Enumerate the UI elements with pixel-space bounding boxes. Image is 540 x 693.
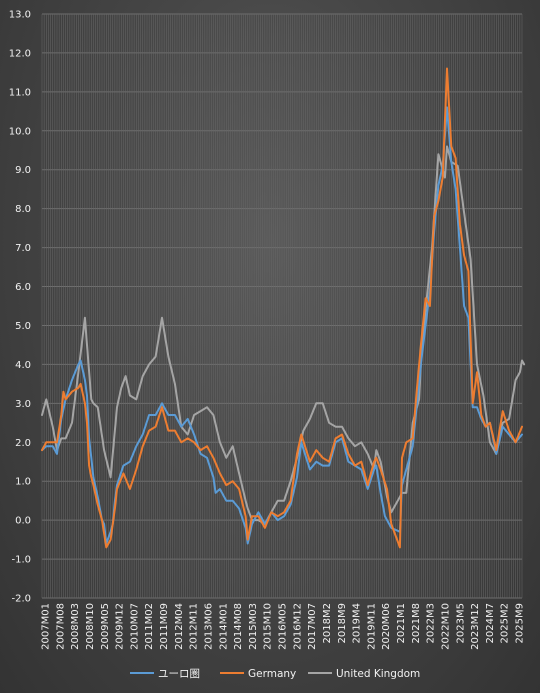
legend-label: Germany bbox=[248, 668, 296, 680]
x-tick-label: 2017M07 bbox=[307, 603, 318, 650]
legend-label: United Kingdom bbox=[336, 668, 420, 680]
y-tick-label: 3.0 bbox=[15, 399, 31, 410]
y-tick-label: 7.0 bbox=[15, 243, 31, 254]
y-tick-label: 12.0 bbox=[9, 48, 31, 59]
y-tick-label: 4.0 bbox=[15, 360, 31, 371]
series-lines bbox=[41, 67, 526, 549]
x-tick-label: 2018M9 bbox=[337, 603, 348, 643]
x-tick-label: 2025M2 bbox=[500, 603, 511, 643]
y-tick-label: 13.0 bbox=[9, 10, 31, 21]
x-tick-label: 2009M12 bbox=[115, 603, 126, 650]
x-tick-label: 2013M06 bbox=[203, 603, 214, 650]
series-line-2 bbox=[41, 145, 526, 525]
x-tick-label: 2012M11 bbox=[189, 603, 200, 650]
x-tick-label: 2021M8 bbox=[411, 603, 422, 643]
x-tick-label: 2024M7 bbox=[485, 603, 496, 643]
x-tick-label: 2022M10 bbox=[440, 603, 451, 650]
x-tick-label: 2009M05 bbox=[100, 603, 111, 650]
x-tick-label: 2008M10 bbox=[85, 603, 96, 650]
y-axis-tick-labels: -2.0 -1.0 0.0 1.0 2.0 3.0 4.0 5.0 6.0 7.0 8.0 9.0 10… bbox=[9, 10, 31, 605]
x-tick-label: 2018M2 bbox=[322, 603, 333, 643]
x-tick-label: 2015M10 bbox=[263, 603, 274, 650]
x-tick-label: 2011M09 bbox=[159, 603, 170, 650]
x-tick-label: 2023M5 bbox=[455, 603, 466, 643]
x-tick-label: 2011M02 bbox=[144, 603, 155, 650]
x-tick-label: 2021M1 bbox=[396, 603, 407, 643]
y-tick-label: 11.0 bbox=[9, 87, 31, 98]
legend: ユーロ圏 Germany United Kingdom bbox=[130, 668, 420, 680]
x-tick-label: 2008M03 bbox=[70, 603, 81, 650]
y-tick-label: 6.0 bbox=[15, 282, 31, 293]
x-tick-label: 2015M03 bbox=[248, 603, 259, 650]
y-tick-label: 10.0 bbox=[9, 126, 31, 137]
y-tick-label: -2.0 bbox=[11, 594, 31, 605]
y-tick-label: 1.0 bbox=[15, 477, 31, 488]
x-tick-label: 2023M12 bbox=[470, 603, 481, 650]
x-tick-label: 2016M05 bbox=[278, 603, 289, 650]
x-tick-label: 2019M11 bbox=[366, 603, 377, 650]
x-tick-label: 2019M4 bbox=[352, 603, 363, 643]
x-tick-label: 2022M3 bbox=[426, 603, 437, 643]
y-tick-label: 5.0 bbox=[15, 321, 31, 332]
x-tick-label: 2014M08 bbox=[233, 603, 244, 650]
y-tick-label: 8.0 bbox=[15, 204, 31, 215]
x-axis-tick-labels: 2007M01 2007M08 2008M03 2008M10 2009M05 2009M… bbox=[41, 603, 526, 650]
y-tick-label: 9.0 bbox=[15, 165, 31, 176]
x-tick-label: 2010M07 bbox=[129, 603, 140, 650]
x-tick-label: 2007M08 bbox=[55, 603, 66, 650]
y-tick-label: -1.0 bbox=[11, 555, 31, 566]
y-tick-label: 0.0 bbox=[15, 516, 31, 527]
x-tick-label: 2025M9 bbox=[515, 603, 526, 643]
y-tick-label: 2.0 bbox=[15, 438, 31, 449]
legend-label: ユーロ圏 bbox=[158, 668, 200, 680]
x-tick-label: 2007M01 bbox=[41, 603, 52, 650]
series-line-1 bbox=[41, 67, 523, 549]
x-tick-label: 2020M06 bbox=[381, 603, 392, 650]
x-tick-label: 2014M01 bbox=[218, 603, 229, 650]
x-tick-label: 2016M12 bbox=[292, 603, 303, 650]
x-tick-label: 2012M04 bbox=[174, 603, 185, 650]
